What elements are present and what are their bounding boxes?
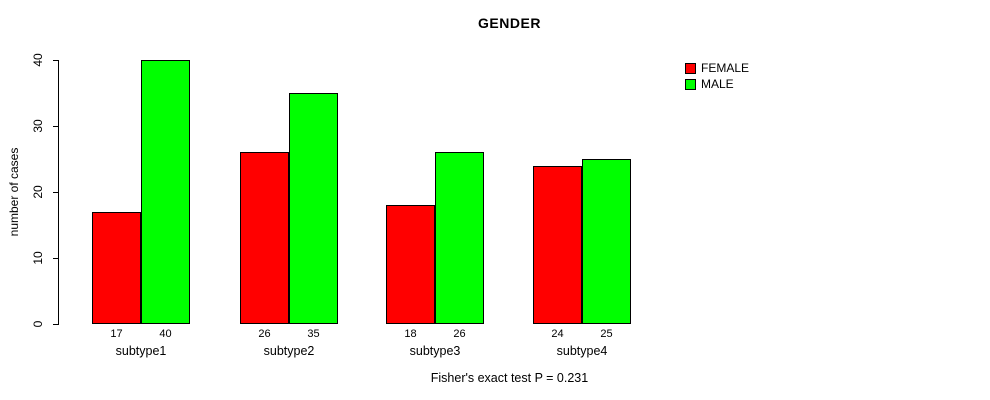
x-category-label-subtype1: subtype1 — [115, 344, 167, 358]
bar-value-label-male-subtype3: 26 — [453, 328, 466, 340]
legend-item-male: MALE — [685, 76, 749, 92]
y-tick-label: 30 — [31, 119, 45, 133]
bar-female-subtype4 — [533, 166, 582, 324]
y-tick-label: 20 — [31, 185, 45, 199]
legend-swatch-male — [685, 78, 696, 90]
y-tick-mark — [53, 59, 59, 61]
y-axis-line — [58, 60, 59, 325]
y-tick-label: 10 — [31, 251, 45, 265]
legend: FEMALE MALE — [685, 60, 749, 92]
bar-value-label-male-subtype2: 35 — [307, 328, 320, 340]
bar-value-label-male-subtype4: 25 — [600, 328, 613, 340]
legend-swatch-female — [685, 62, 696, 74]
bar-value-label-female-subtype3: 18 — [404, 328, 417, 340]
bar-male-subtype4 — [582, 159, 631, 324]
y-tick-mark — [53, 191, 59, 193]
y-axis-label: number of cases — [7, 147, 21, 237]
chart-title: GENDER — [478, 15, 541, 31]
bar-value-label-female-subtype4: 24 — [551, 328, 564, 340]
bar-male-subtype1 — [141, 60, 190, 324]
y-tick-label: 40 — [31, 53, 45, 67]
bar-female-subtype1 — [92, 212, 141, 324]
legend-label-female: FEMALE — [701, 61, 750, 75]
caption-fisher-test: Fisher's exact test P = 0.231 — [430, 371, 589, 385]
bar-female-subtype2 — [240, 152, 289, 324]
bar-female-subtype3 — [386, 205, 435, 324]
bar-male-subtype3 — [435, 152, 484, 324]
bar-value-label-female-subtype1: 17 — [110, 328, 123, 340]
legend-item-female: FEMALE — [685, 60, 749, 76]
y-tick-mark — [53, 323, 59, 325]
x-category-label-subtype4: subtype4 — [556, 344, 608, 358]
legend-label-male: MALE — [701, 77, 734, 91]
y-tick-mark — [53, 257, 59, 259]
y-tick-mark — [53, 125, 59, 127]
x-category-label-subtype2: subtype2 — [263, 344, 315, 358]
x-category-label-subtype3: subtype3 — [409, 344, 461, 358]
bar-male-subtype2 — [289, 93, 338, 324]
bar-value-label-female-subtype2: 26 — [258, 328, 271, 340]
bar-value-label-male-subtype1: 40 — [159, 328, 172, 340]
y-tick-label: 0 — [31, 320, 45, 328]
